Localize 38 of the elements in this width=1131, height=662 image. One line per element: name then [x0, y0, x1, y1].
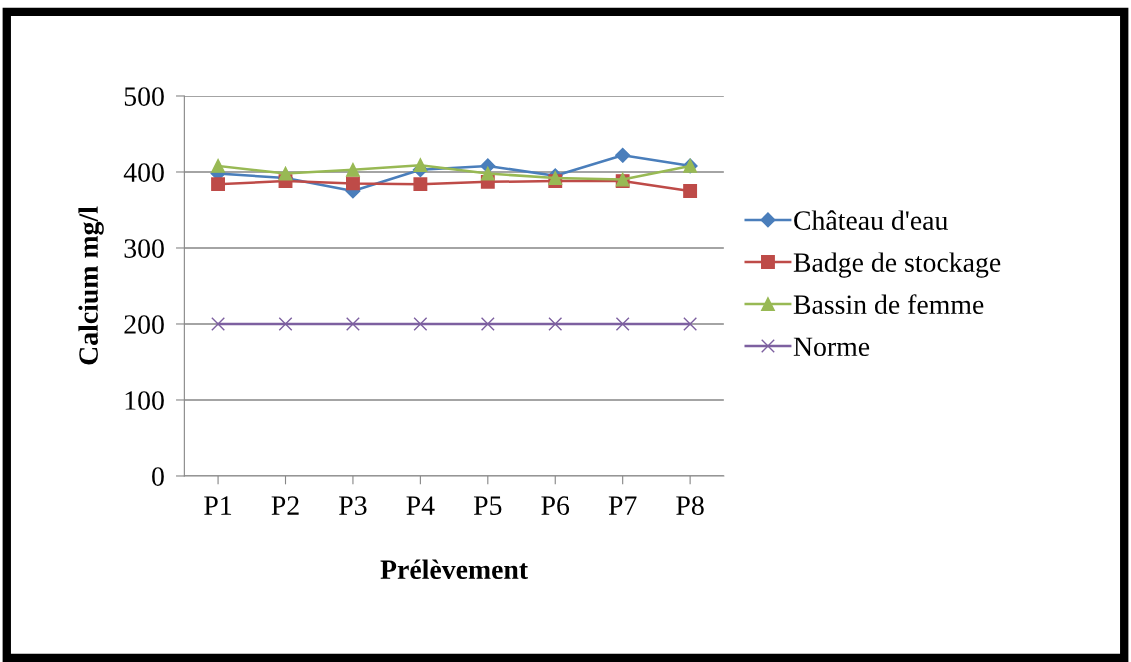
x-tick-label: P5 — [473, 496, 502, 515]
y-tick-label: 500 — [124, 87, 164, 106]
point — [413, 158, 428, 173]
point — [345, 176, 360, 191]
point — [548, 317, 563, 331]
legend-label: Norme — [793, 337, 870, 357]
x-tick-label: P3 — [339, 496, 367, 515]
x-tick-label: P8 — [676, 496, 704, 515]
y-axis-title: Calcium mg/l — [78, 206, 104, 365]
y-tick-label: 400 — [123, 163, 164, 182]
y-tick-label: 300 — [124, 239, 164, 258]
legend-label: Château d'eau — [794, 210, 948, 230]
x-tick-label: P2 — [271, 496, 299, 515]
point — [211, 158, 226, 173]
point — [683, 184, 698, 198]
x-tick-label: P7 — [608, 496, 637, 515]
y-tick-label: 100 — [125, 391, 164, 410]
x-tick-label: P4 — [406, 496, 435, 515]
x-tick-label: P1 — [204, 496, 232, 515]
y-tick-label: 0 — [152, 467, 164, 486]
point — [345, 317, 360, 331]
point — [413, 317, 428, 331]
point — [345, 162, 360, 177]
point — [615, 317, 630, 331]
point — [480, 317, 495, 331]
x-tick-label: P6 — [541, 496, 570, 515]
x-axis-title: Prélèvement — [380, 559, 528, 580]
point — [211, 317, 226, 331]
point — [413, 177, 428, 192]
point — [278, 317, 293, 331]
legend-label: Badge de stockage — [793, 252, 1001, 278]
point — [211, 177, 226, 192]
point — [278, 166, 293, 181]
legend-label: Bassin de femme — [793, 294, 984, 315]
point — [683, 317, 698, 331]
point — [615, 147, 631, 163]
y-tick-label: 200 — [124, 315, 164, 334]
point — [480, 166, 495, 181]
